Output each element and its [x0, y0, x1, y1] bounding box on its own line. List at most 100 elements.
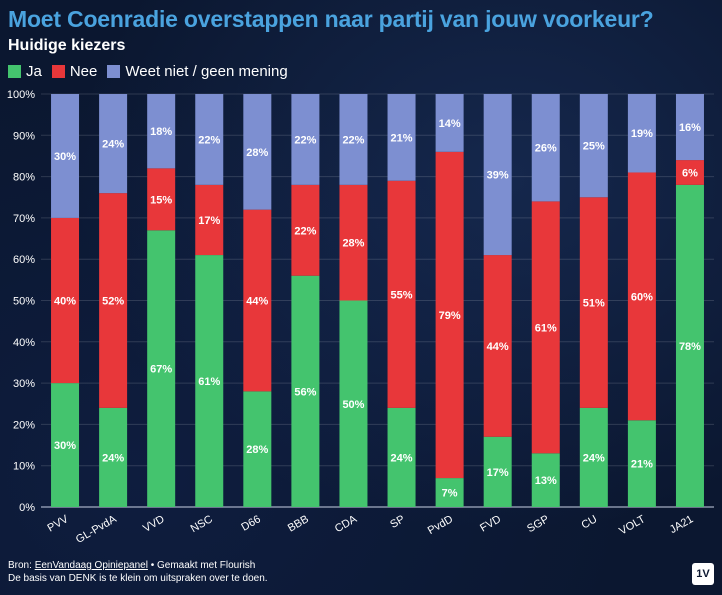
data-label: 17% [198, 215, 220, 227]
stacked-bar-chart: 0% 10% 20% 30% 40% 50% 60% 70% 80% 90% 100% 30% 40% 3… [7, 89, 714, 546]
y-tick-label: 80% [13, 172, 35, 184]
x-tick-label: D66 [239, 513, 262, 533]
chart-title: Moet Coenradie overstappen naar partij v… [8, 6, 654, 32]
data-label: 40% [54, 296, 76, 308]
footer-note: De basis van DENK is te klein om uitspra… [8, 573, 268, 584]
data-label: 25% [583, 141, 605, 153]
y-tick-label: 50% [13, 296, 35, 308]
x-tick-label: BBB [286, 513, 311, 534]
bar-segment [51, 217, 80, 384]
data-label: 30% [54, 440, 76, 452]
legend-label-nee: Nee [69, 63, 98, 80]
bar-segment [387, 94, 416, 181]
bar-segment [243, 391, 272, 507]
bar-segment [627, 94, 656, 173]
data-label: 24% [102, 139, 124, 151]
data-label: 18% [150, 126, 172, 138]
bar-segment [99, 193, 128, 408]
x-tick-label: FVD [478, 513, 503, 534]
data-label: 44% [487, 341, 509, 353]
eenvandaag-logo: 1V [692, 563, 714, 585]
data-label: 22% [342, 134, 364, 146]
y-tick-label: 100% [7, 89, 35, 101]
bar-segment [675, 94, 704, 161]
legend-item-nee[interactable]: Nee [51, 63, 98, 80]
data-label: 78% [679, 341, 701, 353]
bar-segment [579, 197, 608, 408]
bar-segment [483, 255, 512, 437]
data-label: 67% [150, 364, 172, 376]
bar-segment [195, 94, 224, 185]
data-label: 22% [294, 134, 316, 146]
data-label: 50% [342, 399, 364, 411]
bar-segment [99, 407, 128, 507]
x-tick-label: CU [580, 513, 600, 531]
data-label: 24% [583, 452, 605, 464]
y-tick-label: 90% [13, 130, 35, 142]
legend: Ja Nee Weet niet / geen mening [8, 63, 288, 80]
bar-segment [675, 184, 704, 508]
legend-item-weet-niet[interactable]: Weet niet / geen mening [107, 63, 288, 80]
data-label: 22% [198, 134, 220, 146]
x-tick-label: VOLT [617, 513, 647, 537]
bar-segment [483, 94, 512, 256]
data-label: 16% [679, 122, 701, 134]
data-label: 30% [54, 151, 76, 163]
bar-segment [147, 168, 176, 231]
bar-segment [339, 184, 368, 301]
bar-segment [147, 230, 176, 508]
bar-segment [531, 201, 560, 454]
data-label: 17% [487, 467, 509, 479]
data-label: 26% [535, 143, 557, 155]
bar-segment [51, 383, 80, 507]
x-tick-label: PVV [45, 513, 71, 535]
y-tick-label: 10% [13, 461, 35, 473]
x-tick-label: SP [388, 513, 407, 531]
data-label: 56% [294, 386, 316, 398]
bar-segment [531, 94, 560, 202]
chart-subtitle: Huidige kiezers [8, 37, 126, 54]
y-tick-label: 0% [19, 502, 35, 514]
bar-segment [195, 184, 224, 256]
bar-segment [195, 255, 224, 507]
data-label: 79% [439, 310, 461, 322]
y-tick-label: 70% [13, 213, 35, 225]
footer: Bron: EenVandaag Opiniepanel • Gemaakt m… [8, 559, 268, 585]
bar-segment [435, 478, 464, 507]
data-label: 15% [150, 194, 172, 206]
x-tick-label: GL-PvdA [74, 513, 119, 546]
bar-segment [627, 172, 656, 421]
source-line: Bron: EenVandaag Opiniepanel • Gemaakt m… [8, 559, 268, 572]
legend-item-ja[interactable]: Ja [8, 63, 42, 80]
data-label: 22% [294, 225, 316, 237]
data-label: 52% [102, 296, 124, 308]
y-tick-label: 40% [13, 337, 35, 349]
data-label: 21% [631, 459, 653, 471]
bar-segment [339, 300, 368, 507]
bar-segment [435, 94, 464, 152]
data-label: 13% [535, 475, 557, 487]
legend-label-ja: Ja [26, 63, 42, 80]
bar-segment [243, 94, 272, 210]
bar-segment [675, 160, 704, 185]
data-label: 28% [246, 444, 268, 456]
data-label: 21% [391, 132, 413, 144]
bar-segment [579, 407, 608, 507]
x-tick-label: NSC [189, 513, 215, 535]
data-label: 51% [583, 298, 605, 310]
bar-segment [51, 94, 80, 218]
data-label: 44% [246, 296, 268, 308]
x-tick-label: CDA [333, 513, 360, 535]
data-label: 24% [102, 452, 124, 464]
source-link[interactable]: EenVandaag Opiniepanel [34, 560, 148, 571]
x-tick-label: VVD [141, 513, 167, 535]
bar-segment [531, 453, 560, 507]
bar-segment [291, 275, 320, 507]
legend-swatch-weet-niet [107, 65, 121, 78]
data-label: 28% [246, 147, 268, 159]
y-tick-label: 30% [13, 378, 35, 390]
legend-swatch-nee [51, 65, 65, 78]
data-label: 14% [439, 118, 461, 130]
y-tick-label: 60% [13, 254, 35, 266]
bar-segment [243, 209, 272, 392]
